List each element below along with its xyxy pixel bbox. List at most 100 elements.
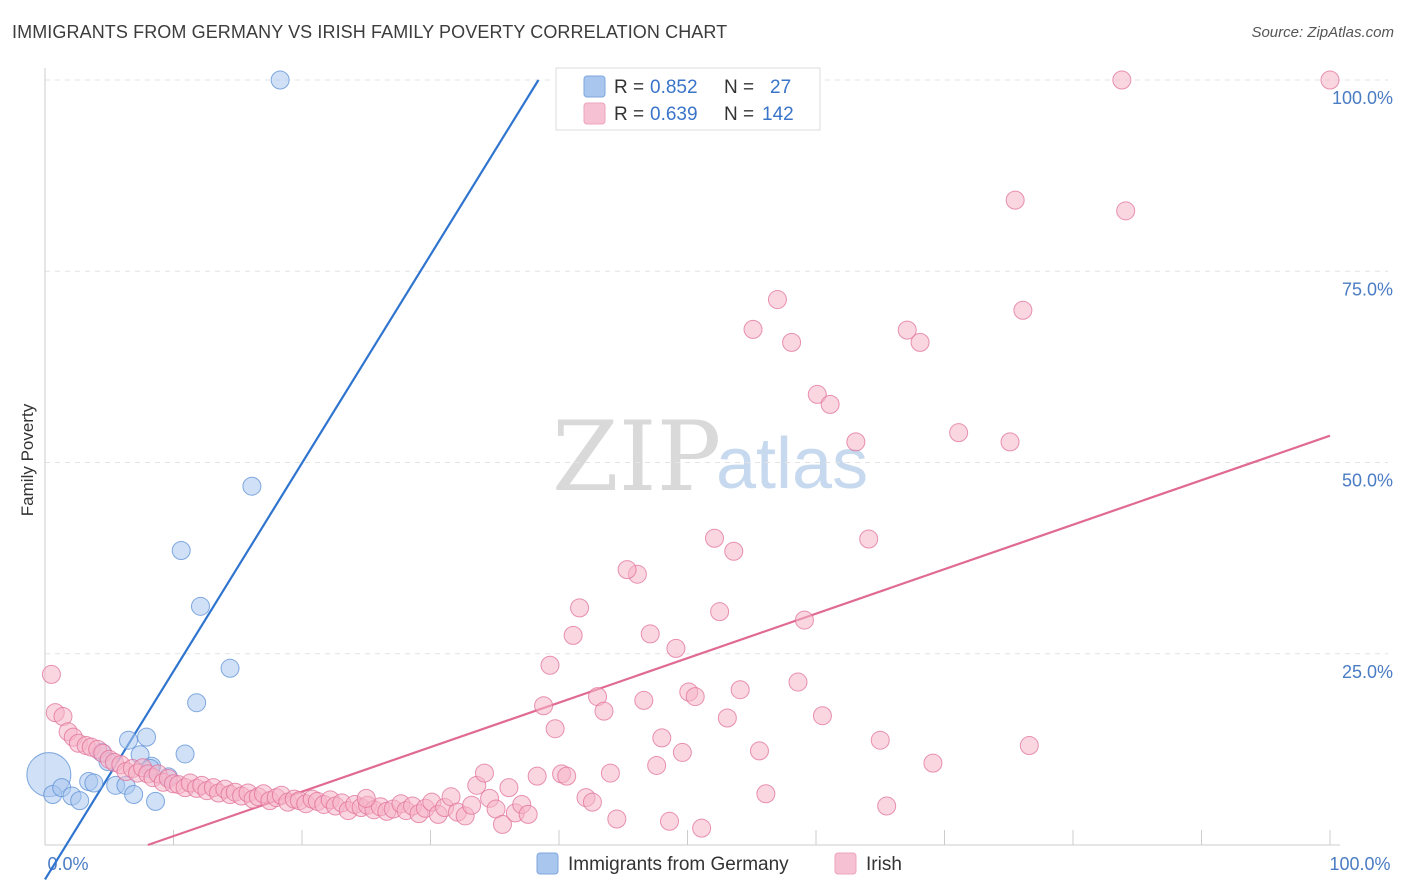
point-irish — [717, 708, 737, 728]
point-irish — [41, 664, 61, 684]
point-irish — [600, 763, 620, 783]
point-germany — [171, 540, 191, 560]
point-irish — [704, 528, 724, 548]
point-germany — [124, 785, 144, 805]
point-irish — [570, 598, 590, 618]
point-irish — [724, 541, 744, 561]
bottom-legend-label-germany: Immigrants from Germany — [568, 854, 789, 875]
point-irish — [499, 778, 519, 798]
point-irish — [474, 763, 494, 783]
point-irish — [640, 624, 660, 644]
point-germany — [220, 658, 240, 678]
axes — [44, 68, 1340, 846]
point-irish — [743, 319, 763, 339]
point-irish — [652, 728, 672, 748]
chart-title: IMMIGRANTS FROM GERMANY VS IRISH FAMILY … — [12, 22, 728, 42]
point-irish — [897, 320, 917, 340]
legend-n-label-1: N = — [724, 77, 754, 98]
y-axis-label: Family Poverty — [18, 403, 37, 516]
point-irish — [877, 796, 897, 816]
point-irish — [923, 753, 943, 773]
point-irish — [557, 766, 577, 786]
point-germany — [119, 730, 139, 750]
point-irish — [617, 560, 637, 580]
point-irish — [1019, 736, 1039, 756]
point-irish — [1000, 432, 1020, 452]
y-tick-label: 25.0% — [1342, 662, 1393, 682]
point-germany — [175, 744, 195, 764]
legend-r-label-1: R = — [614, 77, 644, 98]
point-irish — [794, 610, 814, 630]
legend: R = 0.852 N = 27 R = 0.639 N = 142 — [555, 67, 821, 131]
point-irish — [660, 811, 680, 831]
point-irish — [710, 602, 730, 622]
point-irish — [534, 696, 554, 716]
point-irish — [527, 766, 547, 786]
point-germany — [190, 596, 210, 616]
point-irish — [462, 795, 482, 815]
point-germany — [270, 70, 290, 90]
point-irish — [949, 423, 969, 443]
point-irish — [807, 384, 827, 404]
point-irish — [782, 332, 802, 352]
y-tick-label: 100.0% — [1332, 88, 1393, 108]
point-irish — [685, 687, 705, 707]
point-irish — [749, 741, 769, 761]
point-irish — [846, 432, 866, 452]
legend-n-label-2: N = — [724, 104, 754, 125]
bottom-legend-label-irish: Irish — [866, 854, 902, 875]
point-irish — [582, 792, 602, 812]
point-irish — [692, 818, 712, 838]
legend-r-label-2: R = — [614, 104, 644, 125]
point-irish — [666, 638, 686, 658]
point-irish — [859, 529, 879, 549]
point-irish — [1320, 70, 1340, 90]
point-irish — [756, 784, 776, 804]
point-germany — [70, 791, 90, 811]
point-irish — [492, 814, 512, 834]
point-irish — [767, 290, 787, 310]
point-irish — [1013, 300, 1033, 320]
legend-n-value-1: 27 — [770, 77, 791, 98]
point-germany — [187, 693, 207, 713]
point-irish — [647, 755, 667, 775]
y-tick-label: 75.0% — [1342, 279, 1393, 299]
gridlines — [45, 79, 1388, 655]
watermark-zip: ZIP — [552, 401, 721, 513]
bottom-legend-swatch-irish — [834, 852, 857, 875]
point-irish — [730, 680, 750, 700]
point-irish — [563, 625, 583, 645]
point-irish — [1116, 201, 1136, 221]
bottom-legend: Immigrants from Germany Irish — [536, 852, 902, 875]
point-irish — [788, 672, 808, 692]
point-irish — [634, 690, 654, 710]
point-germany — [146, 791, 166, 811]
point-irish — [870, 730, 890, 750]
point-irish — [820, 394, 840, 414]
point-irish — [910, 332, 930, 352]
point-irish — [540, 655, 560, 675]
point-germany — [242, 476, 262, 496]
point-irish — [594, 701, 614, 721]
legend-n-value-2: 142 — [762, 104, 794, 125]
point-irish — [607, 809, 627, 829]
legend-r-value-1: 0.852 — [650, 77, 698, 98]
point-irish — [1112, 70, 1132, 90]
point-irish — [545, 719, 565, 739]
trend-line-irish — [147, 434, 1331, 847]
point-germany — [137, 727, 157, 747]
watermark: ZIP atlas — [552, 401, 868, 513]
x-tick-label: 100.0% — [1329, 854, 1390, 874]
point-germany — [84, 773, 104, 793]
point-irish — [672, 742, 692, 762]
bottom-legend-swatch-germany — [536, 852, 559, 875]
chart-source: Source: ZipAtlas.com — [1251, 24, 1394, 41]
legend-r-value-2: 0.639 — [650, 104, 698, 125]
watermark-atlas: atlas — [716, 424, 868, 504]
point-irish — [518, 804, 538, 824]
legend-swatch-irish — [583, 102, 606, 125]
legend-swatch-germany — [583, 75, 606, 98]
point-irish — [356, 788, 376, 808]
point-irish — [1005, 190, 1025, 210]
